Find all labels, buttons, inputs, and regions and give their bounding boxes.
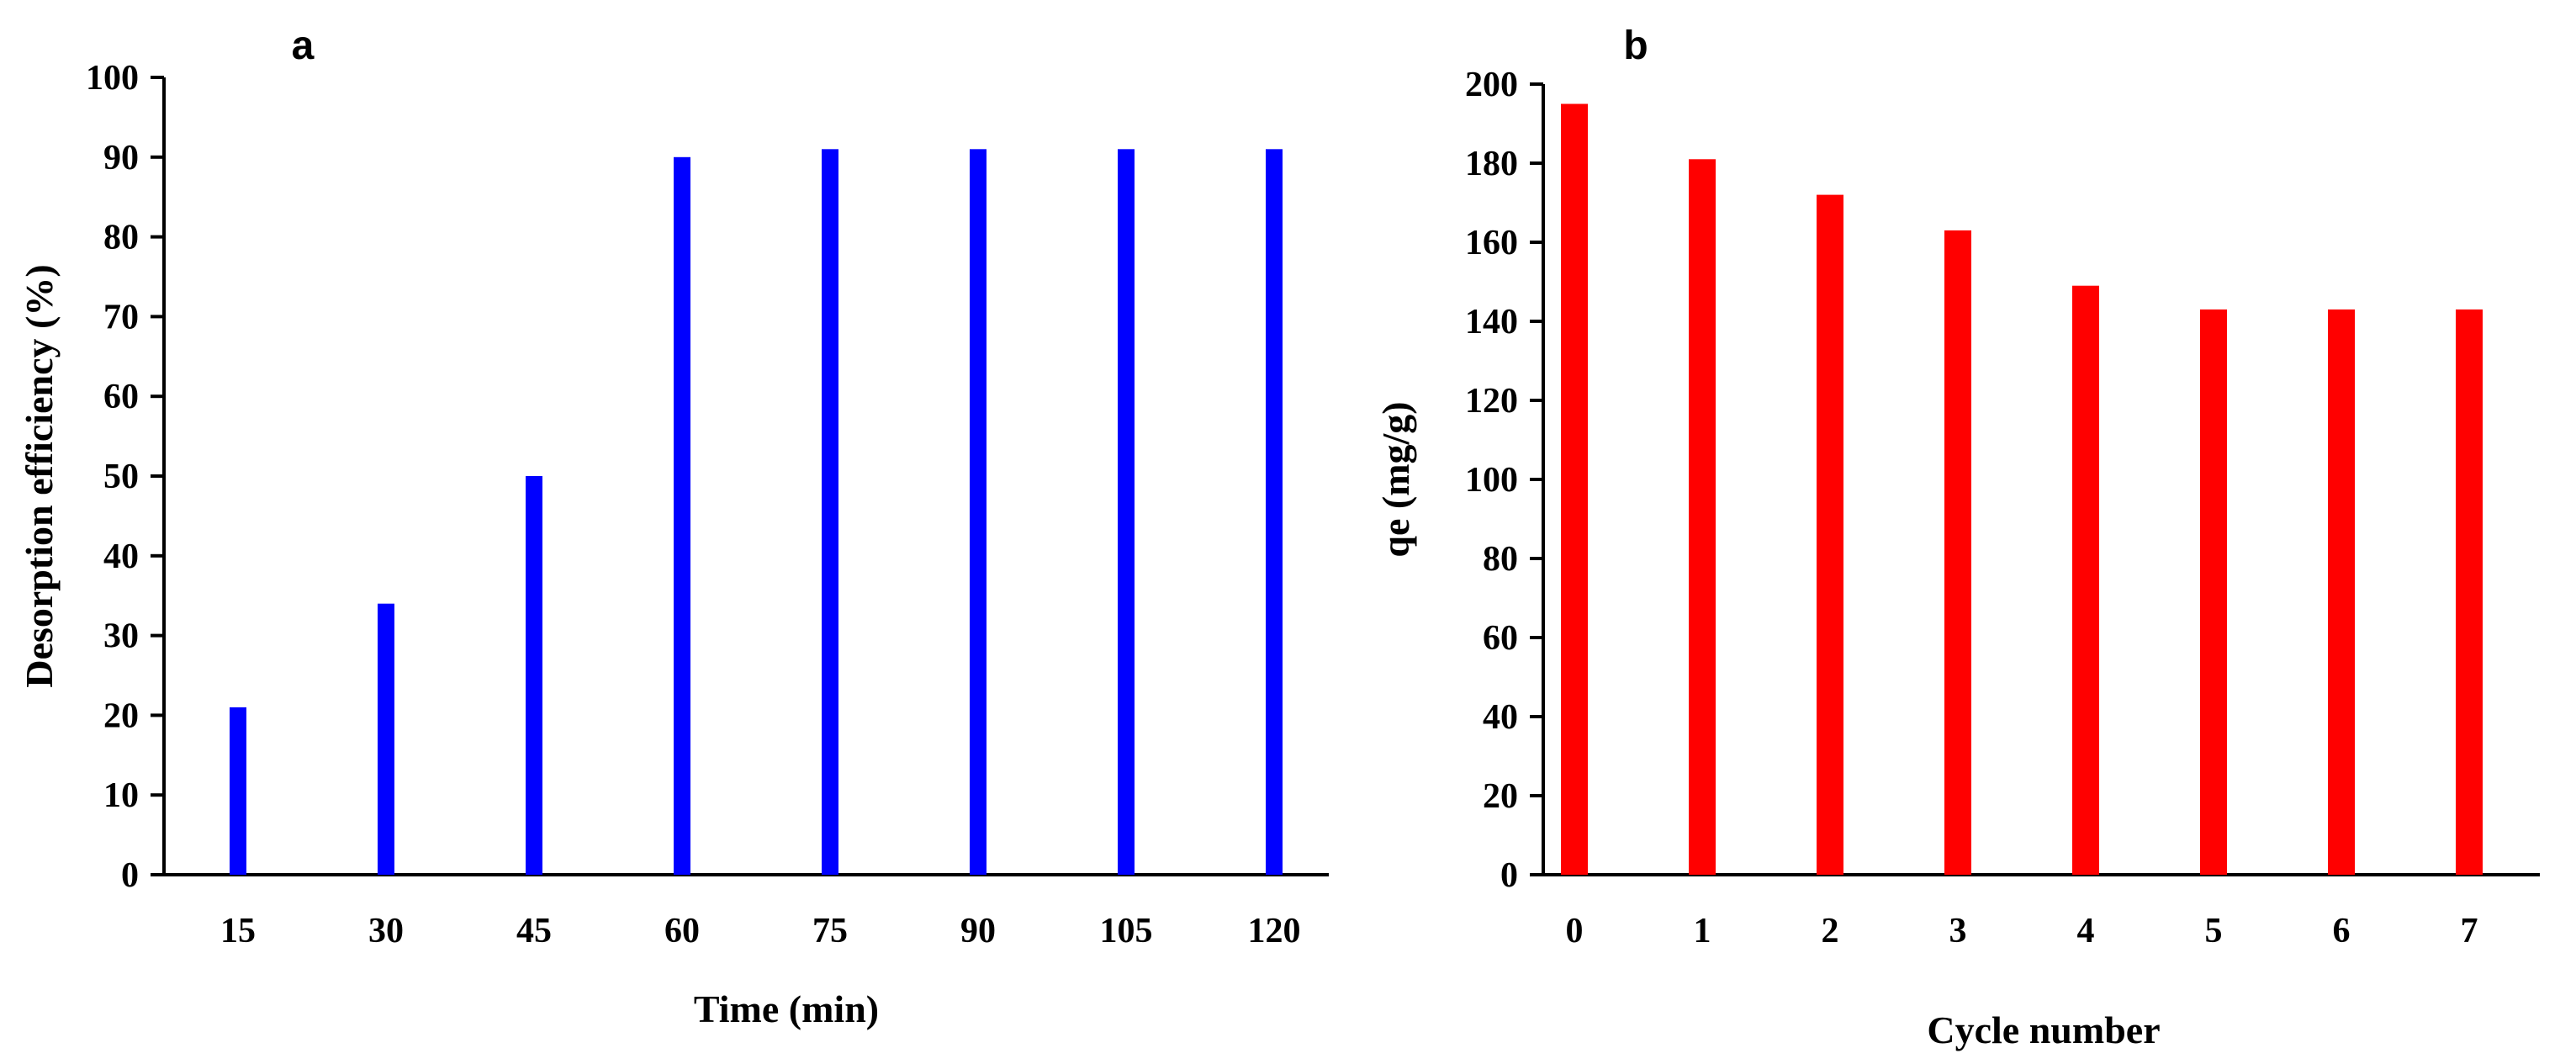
y-axis-title-b: qe (mg/g) bbox=[1374, 401, 1417, 557]
y-ticks-a: 0 10 20 30 40 50 60 70 80 90 100 bbox=[86, 59, 164, 895]
y-tick-label-a: 60 bbox=[103, 378, 139, 416]
bar-a bbox=[970, 149, 986, 875]
panel-label-a: a bbox=[292, 24, 315, 68]
y-tick-label-b: 20 bbox=[1483, 777, 1518, 816]
bar-a bbox=[822, 149, 838, 875]
x-tick-label-b: 4 bbox=[2077, 912, 2095, 950]
bar-b bbox=[1561, 103, 1588, 875]
y-tick-label-a: 10 bbox=[103, 776, 139, 815]
x-axis-title-b: Cycle number bbox=[1927, 1008, 2160, 1051]
y-tick-label-b: 60 bbox=[1483, 619, 1518, 658]
bar-b bbox=[2328, 309, 2355, 875]
x-tick-label-b: 1 bbox=[1694, 912, 1711, 950]
x-tick-label-b: 6 bbox=[2333, 912, 2351, 950]
y-tick-label-b: 160 bbox=[1465, 224, 1518, 262]
bar-a bbox=[526, 476, 542, 875]
bar-b bbox=[1944, 230, 1971, 875]
bars-a bbox=[230, 149, 1283, 876]
panel-label-b: b bbox=[1623, 24, 1648, 68]
y-ticks-b: 0 20 40 60 80 100 120 140 160 180 200 bbox=[1465, 66, 1543, 895]
x-tick-labels-b: 0 1 2 3 4 5 6 7 bbox=[1566, 912, 2478, 950]
bar-b bbox=[1817, 194, 1843, 876]
x-axis-title-a: Time (min) bbox=[694, 987, 879, 1030]
bar-b bbox=[2072, 285, 2099, 875]
y-tick-label-b: 40 bbox=[1483, 698, 1518, 737]
x-tick-label-b: 5 bbox=[2205, 912, 2223, 950]
x-tick-label-a: 60 bbox=[664, 912, 700, 950]
bars-b bbox=[1561, 103, 2483, 876]
y-tick-label-b: 100 bbox=[1465, 461, 1518, 500]
y-tick-label-a: 30 bbox=[103, 617, 139, 656]
y-axis-title-a: Desorption efficiency (%) bbox=[18, 264, 61, 687]
bar-a bbox=[378, 603, 394, 875]
x-tick-label-a: 75 bbox=[812, 912, 848, 950]
y-tick-label-a: 70 bbox=[103, 298, 139, 336]
x-tick-label-a: 30 bbox=[368, 912, 404, 950]
y-tick-label-b: 200 bbox=[1465, 66, 1518, 104]
x-tick-label-b: 2 bbox=[1822, 912, 1839, 950]
bar-b bbox=[2200, 309, 2227, 875]
bar-a bbox=[1118, 149, 1135, 875]
bar-b bbox=[2456, 309, 2483, 875]
bar-a bbox=[230, 707, 246, 875]
bar-a bbox=[674, 156, 690, 876]
x-tick-label-a: 120 bbox=[1248, 912, 1301, 950]
x-tick-label-a: 15 bbox=[220, 912, 256, 950]
x-tick-labels-a: 15 30 45 60 75 90 105 120 bbox=[220, 912, 1301, 950]
y-tick-label-a: 90 bbox=[103, 139, 139, 177]
y-tick-label-a: 100 bbox=[86, 59, 139, 98]
y-tick-label-b: 80 bbox=[1483, 540, 1518, 579]
chart-panel-b: b 0 20 40 60 80 100 120 140 160 180 200 0 1 2 3 4 5 6 7 C… bbox=[1374, 24, 2540, 1051]
x-tick-label-a: 105 bbox=[1100, 912, 1153, 950]
x-tick-label-a: 90 bbox=[960, 912, 996, 950]
y-tick-label-a: 20 bbox=[103, 696, 139, 735]
y-tick-label-b: 180 bbox=[1465, 145, 1518, 183]
x-tick-label-b: 3 bbox=[1949, 912, 1967, 950]
bar-a bbox=[1266, 149, 1283, 875]
y-tick-label-b: 140 bbox=[1465, 303, 1518, 341]
x-tick-label-a: 45 bbox=[516, 912, 552, 950]
x-tick-label-b: 0 bbox=[1566, 912, 1584, 950]
y-tick-label-a: 40 bbox=[103, 537, 139, 576]
bar-b bbox=[1689, 159, 1716, 876]
y-tick-label-b: 120 bbox=[1465, 382, 1518, 421]
y-tick-label-a: 80 bbox=[103, 219, 139, 257]
chart-panel-a: a 0 10 20 30 40 50 60 70 80 90 100 15 30 45 60 75 90 105… bbox=[18, 24, 1329, 1030]
y-tick-label-b: 0 bbox=[1500, 856, 1518, 895]
x-tick-label-b: 7 bbox=[2461, 912, 2478, 950]
y-tick-label-a: 50 bbox=[103, 458, 139, 496]
y-tick-label-a: 0 bbox=[121, 856, 139, 895]
